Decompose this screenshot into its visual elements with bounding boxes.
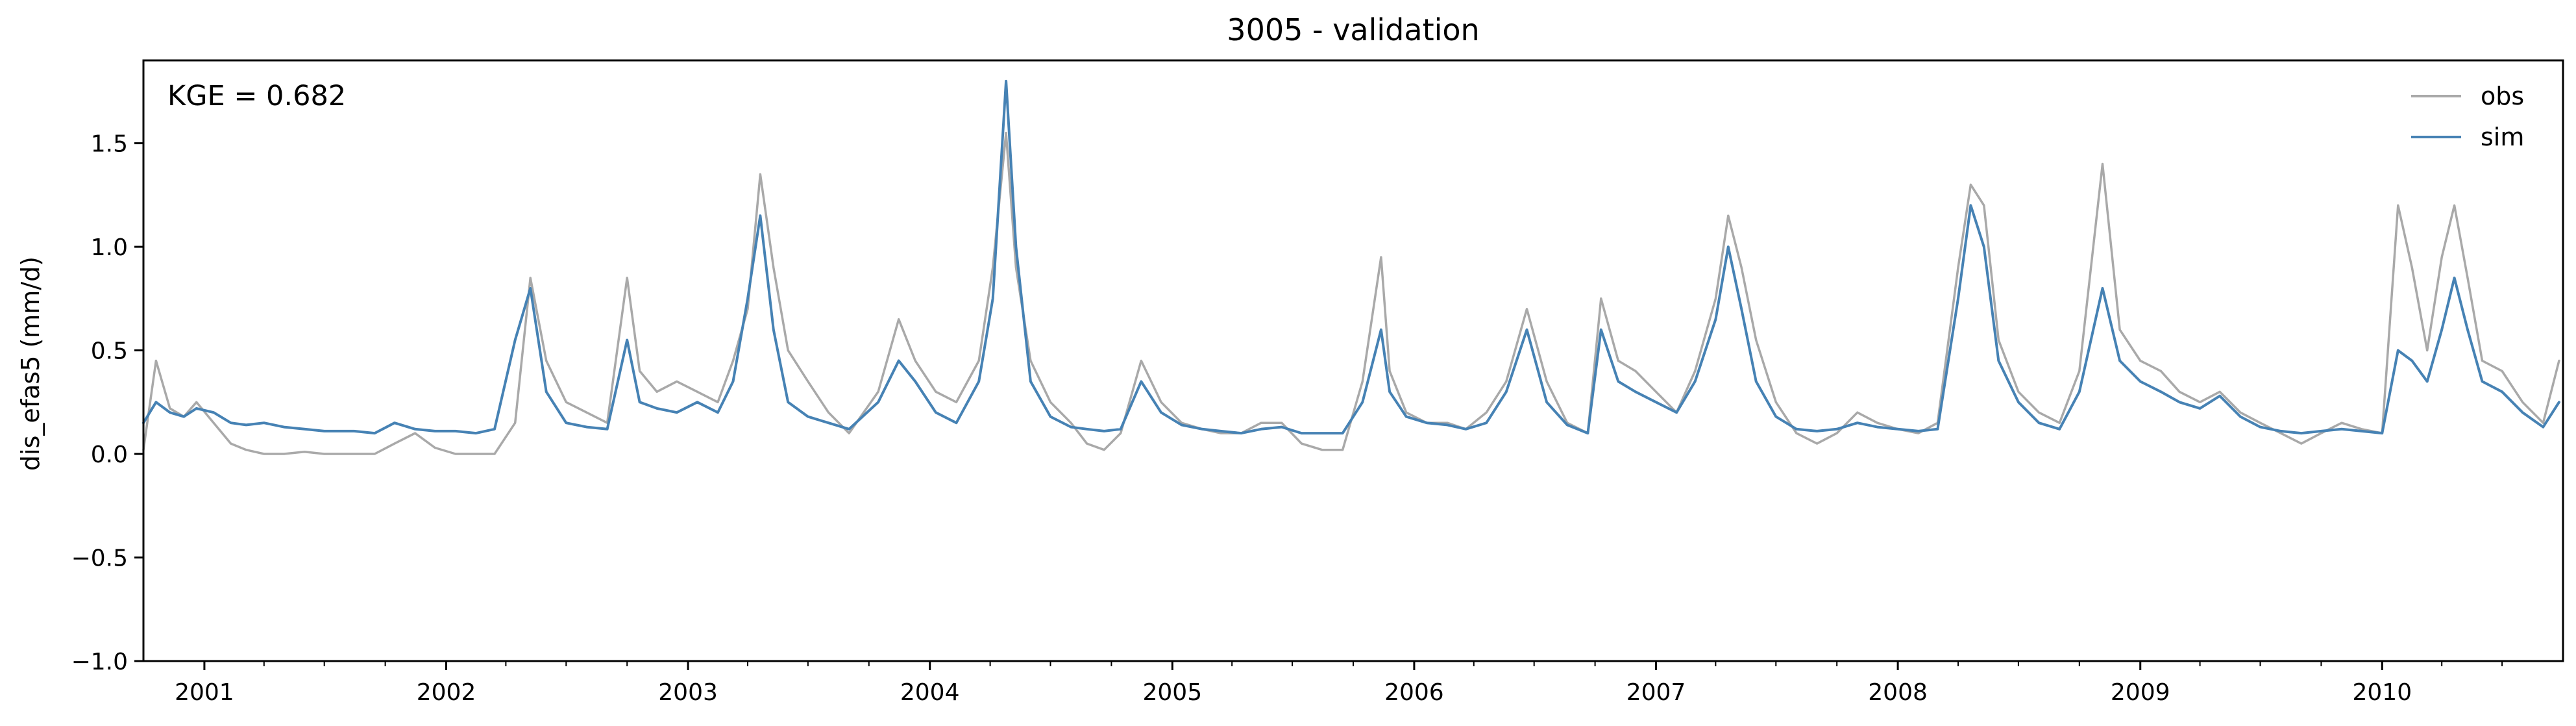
y-tick-label: 0.0 xyxy=(91,442,128,468)
x-axis: 2001 2002 2003 2004 2005 2006 2007 2008 2009 2010 xyxy=(175,661,2503,706)
x-tick-label: 2004 xyxy=(900,679,960,706)
legend-label-sim: sim xyxy=(2481,123,2524,151)
y-tick-label: 1.0 xyxy=(91,234,128,261)
y-tick-label: 0.5 xyxy=(91,338,128,365)
plot-frame xyxy=(142,59,2564,662)
x-tick-label: 2010 xyxy=(2353,679,2412,706)
y-axis: −1.0 −0.5 0.0 0.5 1.0 1.5 xyxy=(71,131,143,675)
y-axis-label: dis_efas5 (mm/d) xyxy=(16,257,45,471)
x-tick-label: 2001 xyxy=(175,679,234,706)
y-tick-label: −0.5 xyxy=(71,545,128,572)
series-line-sim xyxy=(142,79,2560,435)
series-layer xyxy=(142,79,2560,455)
x-tick-label: 2002 xyxy=(417,679,476,706)
chart-title: 3005 - validation xyxy=(1227,12,1479,47)
x-tick-label: 2005 xyxy=(1143,679,1203,706)
legend: obs sim xyxy=(2411,82,2524,151)
x-tick-label: 2009 xyxy=(2111,679,2170,706)
x-tick-label: 2006 xyxy=(1384,679,1444,706)
x-tick-label: 2008 xyxy=(1868,679,1928,706)
x-tick-label: 2003 xyxy=(658,679,718,706)
y-tick-label: −1.0 xyxy=(71,649,128,675)
kge-annotation: KGE = 0.682 xyxy=(167,80,346,112)
legend-label-obs: obs xyxy=(2481,82,2524,110)
y-tick-label: 1.5 xyxy=(91,131,128,158)
x-tick-label: 2007 xyxy=(1626,679,1686,706)
